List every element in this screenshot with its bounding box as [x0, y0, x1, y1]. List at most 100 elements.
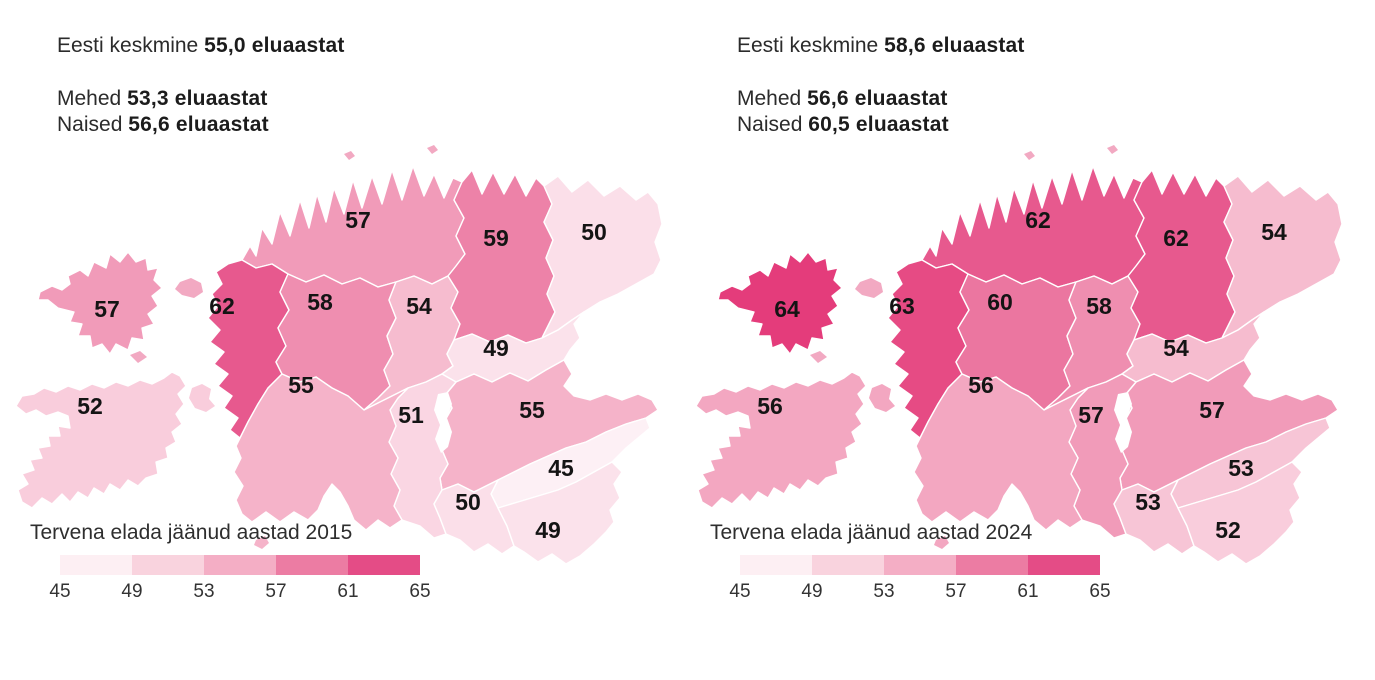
county-value-label-saaremaa: 52: [77, 393, 103, 419]
county-value-label-polvamaa: 45: [548, 455, 574, 481]
county-value-label-jogevamaa: 54: [1163, 335, 1189, 361]
county-value-label-parnumaa: 56: [968, 372, 994, 398]
legend-color-block-2: [132, 555, 204, 575]
county-value-label-viljandimaa: 51: [398, 402, 424, 428]
county-saaremaa: [695, 371, 867, 509]
legend-color-block-4: [276, 555, 348, 575]
county-value-label-raplamaa: 60: [987, 289, 1013, 315]
choropleth-map-2015: 57 62 58 54 59 50 49 55 51 55 45 50 49 57 52: [10, 142, 672, 580]
county-value-label-tartumaa: 57: [1199, 397, 1225, 423]
legend-tick-49: 49: [121, 581, 143, 602]
legend-tick-49: 49: [801, 581, 823, 602]
lake-vortsjarv: [1114, 392, 1132, 453]
county-value-label-polvamaa: 53: [1228, 455, 1254, 481]
stat-average: Eesti keskmine 55,0 eluaastat: [57, 34, 345, 57]
stat-men: Mehed 56,6 eluaastat: [737, 87, 948, 110]
kihnu-island: [254, 536, 269, 549]
legend-color-block-3: [204, 555, 276, 575]
legend-color-block-5: [348, 555, 420, 575]
county-idavirumaa: [1221, 175, 1343, 339]
county-value-label-tartumaa: 55: [519, 397, 545, 423]
county-value-label-vorumaa: 52: [1215, 517, 1241, 543]
estonia-map-svg-2024: 62 63 60 58 62 54 54 57 57 56 53 53 52 64 56: [695, 145, 1343, 565]
panel-2015: Eesti keskmine 55,0 eluaastat Mehed 53,3…: [10, 33, 672, 602]
legend-tick-57: 57: [945, 581, 967, 602]
county-hiiumaa: [717, 251, 843, 355]
county-value-label-parnumaa: 55: [288, 372, 314, 398]
coast-islet-2: [1107, 145, 1118, 154]
legend-color-block-1: [60, 555, 132, 575]
county-hiiumaa: [37, 251, 163, 355]
county-saaremaa: [15, 371, 187, 509]
muhu-island: [869, 384, 895, 412]
kassari-islet: [810, 351, 827, 363]
legend-tick-57: 57: [265, 581, 287, 602]
county-idavirumaa: [541, 175, 663, 339]
stat-women: Naised 56,6 eluaastat: [57, 113, 269, 136]
county-value-label-laanevirumaa: 62: [1163, 225, 1189, 251]
legend-color-block-1: [740, 555, 812, 575]
national-stats-2015: Eesti keskmine 55,0 eluaastat Mehed 53,3…: [57, 33, 345, 138]
county-value-label-saaremaa: 56: [757, 393, 783, 419]
legend-color-bar: [60, 555, 420, 575]
county-value-label-valgamaa: 50: [455, 489, 481, 515]
legend-color-block-4: [956, 555, 1028, 575]
county-parnumaa: [913, 373, 1089, 531]
legend-2024: Tervena elada jäänud aastad 2024 45 49 53 5…: [710, 521, 1140, 602]
county-value-label-jarvamaa: 54: [406, 293, 432, 319]
estonia-map-svg-2015: 57 62 58 54 59 50 49 55 51 55 45 50 49 57 52: [15, 145, 663, 565]
county-laanevirumaa: [447, 169, 556, 344]
county-value-label-jarvamaa: 58: [1086, 293, 1112, 319]
legend-tick-labels: 45 49 53 57 61 65: [729, 581, 1110, 605]
stat-average: Eesti keskmine 58,6 eluaastat: [737, 34, 1025, 57]
legend-tick-53: 53: [873, 581, 895, 602]
county-value-label-viljandimaa: 57: [1078, 402, 1104, 428]
lake-vortsjarv: [434, 392, 452, 453]
kihnu-island: [934, 536, 949, 549]
legend-tick-labels: 45 49 53 57 61 65: [49, 581, 430, 605]
legend-tick-53: 53: [193, 581, 215, 602]
county-value-label-idavirumaa: 54: [1261, 219, 1287, 245]
county-vorumaa: [1177, 461, 1303, 565]
coast-islet-1: [344, 151, 355, 160]
county-value-label-harjumaa: 57: [345, 207, 371, 233]
legend-title: Tervena elada jäänud aastad 2015: [30, 521, 353, 544]
kassari-islet: [130, 351, 147, 363]
legend-tick-45: 45: [49, 581, 71, 602]
county-value-label-harjumaa: 62: [1025, 207, 1051, 233]
county-value-label-hiiumaa: 64: [774, 296, 800, 322]
county-value-label-hiiumaa: 57: [94, 296, 120, 322]
coast-islet-1: [1024, 151, 1035, 160]
legend-2015: Tervena elada jäänud aastad 2015 45 49 53 5…: [30, 521, 460, 602]
county-value-label-vorumaa: 49: [535, 517, 561, 543]
muhu-island: [189, 384, 215, 412]
county-value-label-raplamaa: 58: [307, 289, 333, 315]
legend-tick-65: 65: [409, 581, 431, 602]
county-value-label-idavirumaa: 50: [581, 219, 607, 245]
national-stats-2024: Eesti keskmine 58,6 eluaastat Mehed 56,6…: [737, 33, 1025, 138]
panel-2024: Eesti keskmine 58,6 eluaastat Mehed 56,6…: [680, 0, 1375, 680]
county-parnumaa: [233, 373, 409, 531]
county-value-label-valgamaa: 53: [1135, 489, 1161, 515]
choropleth-map-2024: 62 63 60 58 62 54 54 57 57 56 53 53 52 64 56: [690, 142, 1352, 580]
vormsi-island: [175, 278, 203, 298]
legend-color-bar: [740, 555, 1100, 575]
legend-color-block-2: [812, 555, 884, 575]
legend-color-block-5: [1028, 555, 1100, 575]
legend-title: Tervena elada jäänud aastad 2024: [710, 521, 1033, 544]
county-vorumaa: [497, 461, 623, 565]
legend-tick-61: 61: [1017, 581, 1039, 602]
county-value-label-laanevirumaa: 59: [483, 225, 509, 251]
coast-islet-2: [427, 145, 438, 154]
county-value-label-laanemaa: 62: [209, 293, 235, 319]
county-value-label-laanemaa: 63: [889, 293, 915, 319]
vormsi-island: [855, 278, 883, 298]
stat-women: Naised 60,5 eluaastat: [737, 113, 949, 136]
legend-tick-45: 45: [729, 581, 751, 602]
stat-men: Mehed 53,3 eluaastat: [57, 87, 268, 110]
county-value-label-jogevamaa: 49: [483, 335, 509, 361]
legend-color-block-3: [884, 555, 956, 575]
legend-tick-65: 65: [1089, 581, 1111, 602]
legend-tick-61: 61: [337, 581, 359, 602]
